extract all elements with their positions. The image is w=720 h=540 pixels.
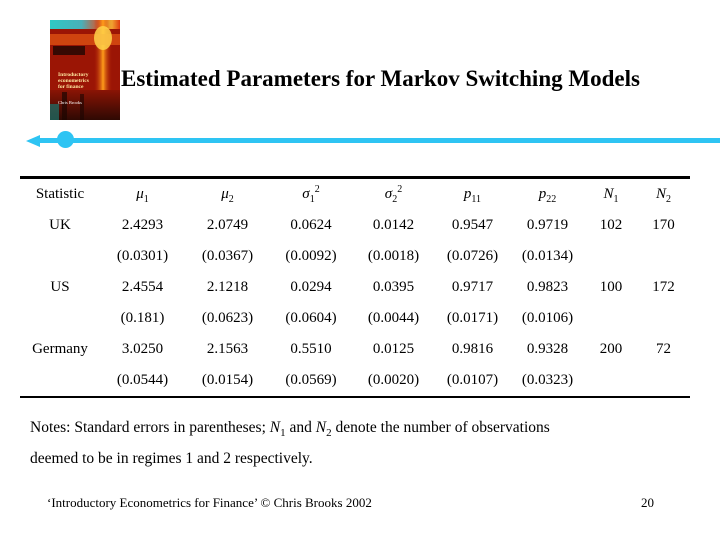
table-header-row: Statistic μ1 μ2 σ12 σ22 p11 p22 N1 N2 [20,179,690,209]
book-cover-title-line2: econometrics [58,78,89,84]
header-cell-p11: p11 [463,185,482,205]
header-cell-mu2: μ2 [221,185,234,205]
table-cell: (0.0544) [116,372,169,388]
footer-credit: ‘Introductory Econometrics for Finance’ … [47,495,372,510]
divider-line [36,138,720,143]
table-cell: 170 [652,216,675,233]
header-cell-n2: N2 [655,185,671,205]
country-label: Germany [32,341,88,357]
book-cover-title-line3: for finance [58,84,84,90]
header-cell-n1: N1 [603,185,619,205]
table-cell: (0.0154) [201,372,254,388]
notes-line1: Notes: Standard errors in parentheses; N… [30,419,550,440]
table-cell: 2.4554 [121,279,164,295]
table-cell: 0.5510 [290,341,332,357]
table-row-us: US 2.4554 2.1218 0.0294 0.0395 0.9717 0.… [20,272,690,303]
table-cell: (0.0726) [446,248,499,264]
table-cell: 0.0125 [372,341,415,357]
table-cell: 0.0395 [372,279,415,295]
table-cell: (0.0301) [116,248,169,264]
table-cell: (0.0323) [521,372,574,388]
country-label: US [50,279,70,295]
table-cell: (0.0604) [285,310,337,326]
table-row-germany-se: (0.0544) (0.0154) (0.0569) (0.0020) (0.0… [20,365,690,396]
table-cell: (0.0018) [367,248,420,264]
table-row-uk-se: (0.0301) (0.0367) (0.0092) (0.0018) (0.0… [20,241,690,272]
header-cell-sigma2sq: σ22 [384,183,403,205]
table-cell: 0.9547 [451,216,494,233]
table-cell: (0.0569) [285,372,337,388]
table-row-us-se: (0.181) (0.0623) (0.0604) (0.0044) (0.01… [20,303,690,334]
table-cell: 100 [599,279,623,295]
table-cell: 0.0142 [372,216,415,233]
header-cell-p22: p22 [538,185,557,205]
table-cell: 102 [599,216,623,233]
table-cell: (0.0044) [367,310,420,326]
table-cell: 0.9328 [526,341,569,357]
table-cell: (0.0106) [521,310,574,326]
table-cell: 0.0294 [290,279,332,295]
table-cell: (0.0092) [285,248,337,264]
book-cover-art: Introductory econometrics for finance Ch… [50,20,120,120]
table-cell: 0.9823 [526,279,569,295]
page-number: 20 [641,495,654,510]
table-cell: 0.9816 [451,341,494,357]
table-cell: 200 [599,341,623,357]
table-cell: (0.0134) [521,248,574,264]
table-cell: (0.0171) [446,310,499,326]
table-cell: 72 [656,341,671,357]
header-cell-statistic: Statistic [35,185,85,202]
header-cell-sigma1sq: σ12 [302,183,320,205]
table-cell: 2.4293 [121,216,164,233]
table-cell: 0.9717 [451,279,494,295]
country-label: UK [49,216,71,233]
book-cover-image: Introductory econometrics for finance Ch… [50,20,120,120]
table-cell: (0.181) [120,310,165,326]
parameters-table: Statistic μ1 μ2 σ12 σ22 p11 p22 N1 N2 UK… [20,176,690,398]
notes-line2: deemed to be in regimes 1 and 2 respecti… [30,450,313,467]
table-row-germany: Germany 3.0250 2.1563 0.5510 0.0125 0.98… [20,334,690,365]
table-cell: (0.0020) [367,372,420,388]
bullet-dot-icon [57,131,74,148]
page-title: Estimated Parameters for Markov Switchin… [121,66,640,91]
notes-text: Notes: Standard errors in parentheses; N… [30,412,680,474]
table-cell: 172 [652,279,675,295]
table-cell: 2.1563 [206,341,249,357]
table-cell: (0.0107) [446,372,499,388]
header-cell-mu1: μ1 [136,185,149,205]
table-cell: 0.9719 [526,216,569,233]
book-cover-author: Chris Brooks [58,100,82,105]
table-row-uk: UK 2.4293 2.0749 0.0624 0.0142 0.9547 0.… [20,209,690,241]
table-cell: 3.0250 [121,341,164,357]
table-cell: 2.0749 [206,216,249,233]
table-cell: 2.1218 [206,279,249,295]
book-cover-title-line1: Introductory [58,72,89,78]
table-cell: (0.0623) [201,310,254,326]
table-cell: (0.0367) [201,248,254,264]
table-cell: 0.0624 [290,216,332,233]
